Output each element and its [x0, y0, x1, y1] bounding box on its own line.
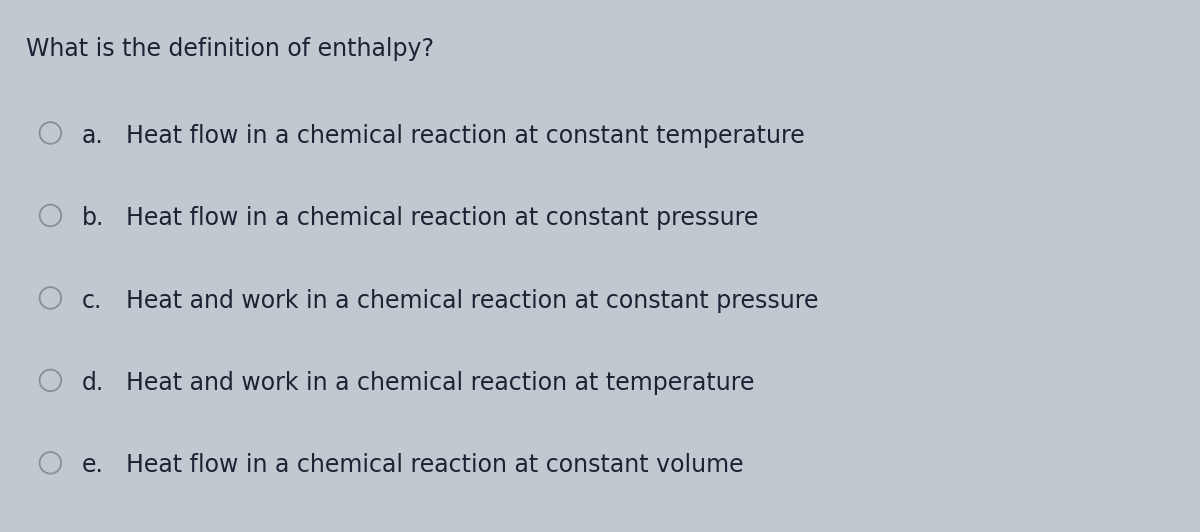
Text: b.: b. [82, 206, 104, 230]
Text: Heat flow in a chemical reaction at constant temperature: Heat flow in a chemical reaction at cons… [126, 123, 805, 148]
Text: e.: e. [82, 453, 103, 478]
Text: a.: a. [82, 123, 103, 148]
Text: Heat and work in a chemical reaction at constant pressure: Heat and work in a chemical reaction at … [126, 288, 818, 313]
Text: c.: c. [82, 288, 102, 313]
Text: d.: d. [82, 371, 104, 395]
Text: Heat flow in a chemical reaction at constant volume: Heat flow in a chemical reaction at cons… [126, 453, 744, 478]
Text: Heat and work in a chemical reaction at temperature: Heat and work in a chemical reaction at … [126, 371, 755, 395]
Text: What is the definition of enthalpy?: What is the definition of enthalpy? [26, 37, 434, 61]
Text: Heat flow in a chemical reaction at constant pressure: Heat flow in a chemical reaction at cons… [126, 206, 758, 230]
